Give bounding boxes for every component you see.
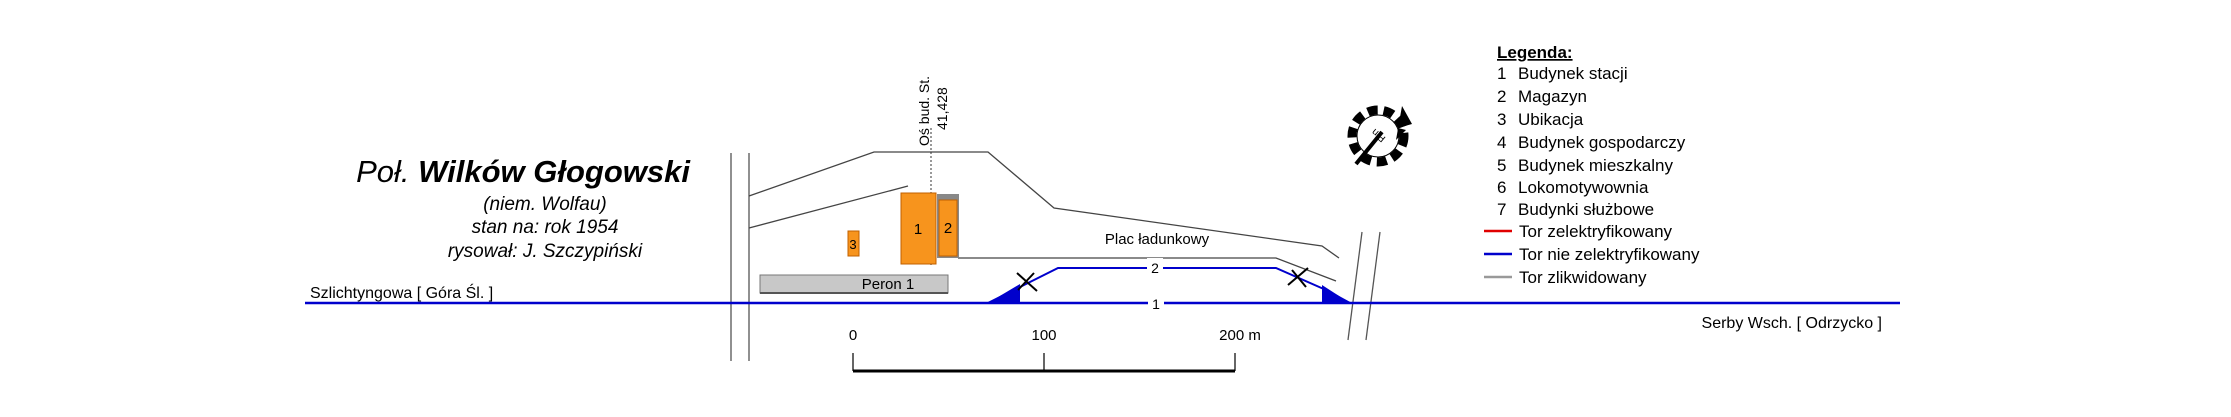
station-axis-label: Oś bud. St.: [916, 76, 932, 146]
legend-track-electrified: Tor zelektryfikowany: [1519, 222, 1673, 241]
legend-tracks: Tor zelektryfikowany Tor nie zelektryfik…: [1484, 222, 1700, 287]
legend-buildings: 1 Budynek stacji 2 Magazyn 3 Ubikacja 4 Budy…: [1497, 64, 1686, 219]
track-1-label: 1: [1152, 296, 1160, 312]
legend-track-non-electrified: Tor nie zelektryfikowany: [1519, 245, 1700, 264]
legend-item: 5 Budynek mieszkalny: [1497, 156, 1673, 175]
road-east-boundary-left: [1347, 231, 1363, 341]
building-3-number: 3: [849, 237, 856, 252]
derailer-west: [1016, 272, 1038, 292]
legend-item: 7 Budynki służbowe: [1497, 200, 1654, 219]
station-area-outline: [748, 151, 1340, 259]
road-east-boundary-right: [1365, 231, 1381, 341]
building-1-number: 1: [914, 221, 922, 238]
title-author: rysował: J. Szczypiński: [448, 241, 643, 262]
title-prefix: Poł.: [356, 154, 409, 189]
legend-track-removed: Tor zlikwidowany: [1519, 268, 1647, 287]
title-state: stan na: rok 1954: [472, 217, 619, 238]
platform-1: [759, 274, 949, 294]
direction-west: Szlichtyngowa [ Góra Śl. ]: [310, 283, 493, 302]
legend-item: 4 Budynek gospodarczy: [1497, 133, 1686, 152]
track-2-label-bg: [1147, 258, 1163, 276]
access-road: [748, 185, 909, 229]
cargo-yard-label: Plac ładunkowy: [1105, 231, 1210, 248]
building-2-number: 2: [944, 220, 952, 237]
platform-label: Peron 1: [862, 276, 915, 293]
derailer-east: [1287, 267, 1309, 288]
building-1: [900, 192, 937, 265]
turnout-east: [1322, 285, 1350, 303]
legend-item: 1 Budynek stacji: [1497, 64, 1628, 83]
title-main: Poł. Wilków Głogowski: [356, 154, 691, 189]
compass-icon: Płn: [1347, 105, 1412, 167]
cargo-yard-edge: [958, 257, 1337, 282]
station-axis-km: 41,428: [934, 87, 950, 130]
legend-item: 3 Ubikacja: [1497, 110, 1584, 129]
track-1-label-bg: [1148, 294, 1164, 312]
scale-label-0: 0: [849, 327, 857, 344]
building-3: [847, 230, 860, 257]
building-2: [938, 199, 958, 257]
legend-heading: Legenda:: [1497, 43, 1573, 62]
scale-label-200: 200 m: [1219, 327, 1261, 344]
title-german-name: (niem. Wolfau): [483, 194, 607, 215]
direction-east: Serby Wsch. [ Odrzycko ]: [1702, 315, 1882, 332]
track-2-label: 2: [1151, 260, 1159, 276]
title-name: Wilków Głogowski: [418, 154, 691, 189]
turnout-west: [988, 284, 1020, 303]
scale-bar: [852, 353, 1236, 373]
scale-label-100: 100: [1031, 327, 1056, 344]
legend-item: 6 Lokomotywownia: [1497, 178, 1649, 197]
legend-item: 2 Magazyn: [1497, 87, 1587, 106]
